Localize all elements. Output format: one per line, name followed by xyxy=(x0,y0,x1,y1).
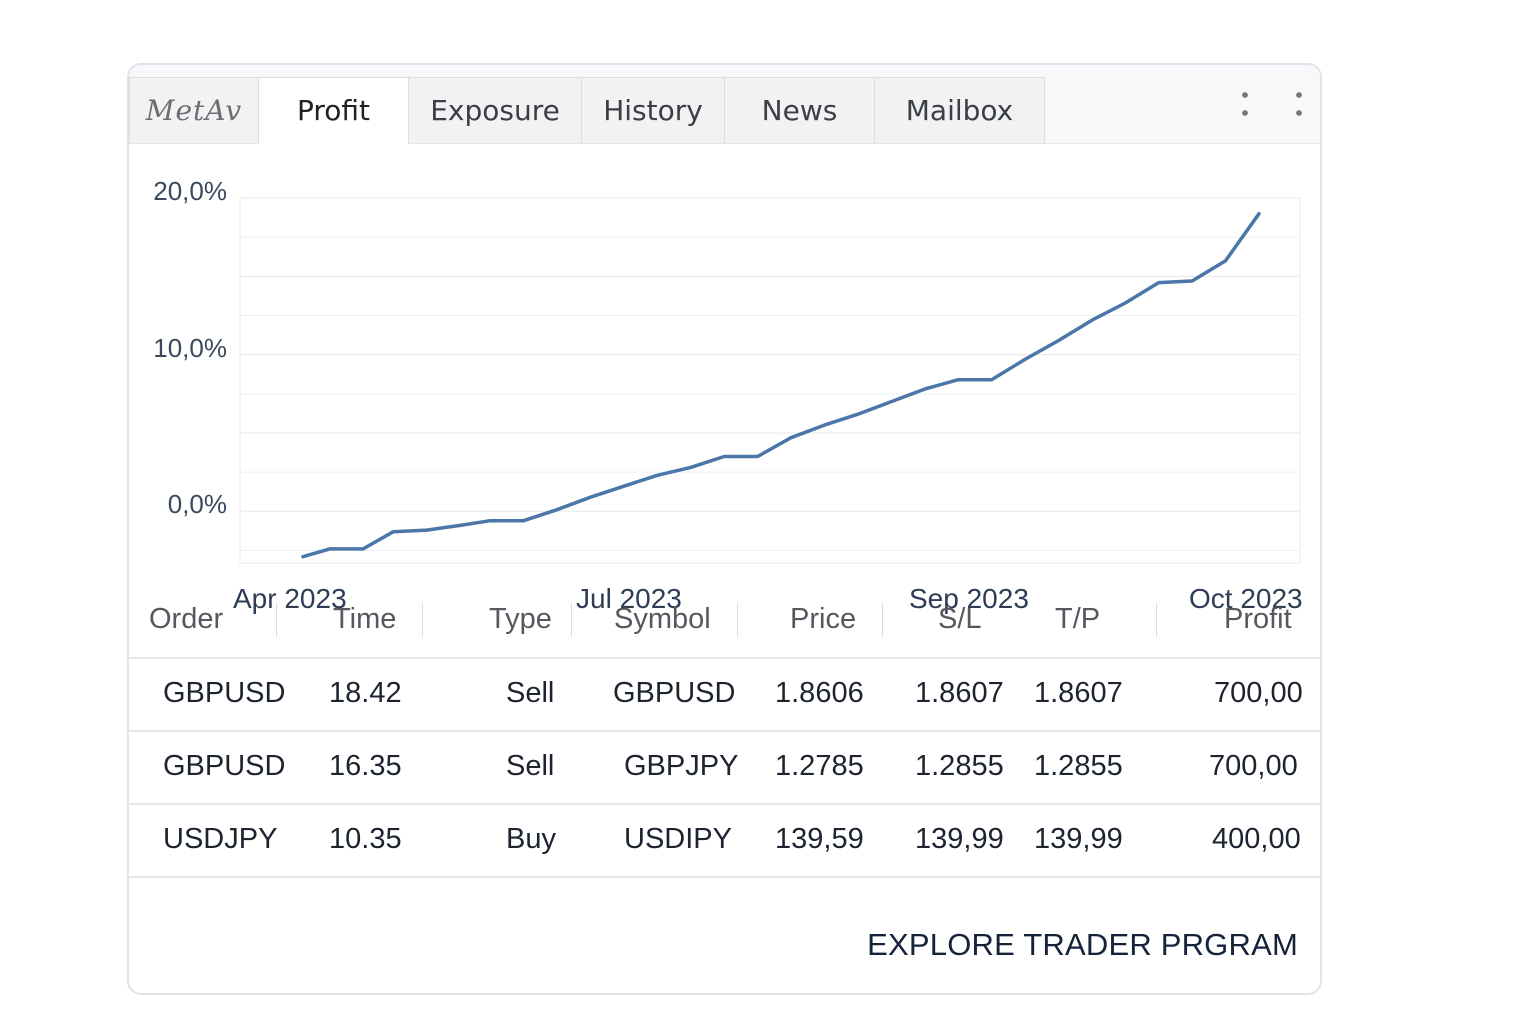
col-price[interactable]: Price xyxy=(790,603,857,635)
col-separator xyxy=(882,603,883,637)
more-options-icon[interactable] xyxy=(1242,89,1302,119)
col-sl[interactable]: S/L xyxy=(938,603,982,635)
tab-exposure[interactable]: Exposure xyxy=(409,77,582,143)
cell-price: 1.8606 xyxy=(775,677,864,709)
cell-symbol: USDIPY xyxy=(624,823,732,855)
cell-order: USDJPY xyxy=(163,823,278,855)
app-logo: MetAv xyxy=(129,77,259,143)
plot-frame xyxy=(239,197,1301,564)
col-tp[interactable]: T/P xyxy=(1055,603,1101,635)
x-tick-label: Jul 2023 xyxy=(576,583,682,614)
cell-tp: 1.8607 xyxy=(1034,677,1123,709)
cell-price: 139,59 xyxy=(775,823,864,855)
profit-chart-svg xyxy=(239,197,1301,564)
cell-symbol: GBPJPY xyxy=(624,750,739,782)
col-separator xyxy=(276,603,277,637)
profit-chart: 20,0% 10,0% 0,0% Apr 2023 Jul 2023 Sep 2… xyxy=(129,143,1320,643)
col-separator xyxy=(571,603,572,637)
x-tick-label: Apr 2023 xyxy=(233,583,347,614)
table-header: Order Time Type Symbol Price S/L T/P Pro… xyxy=(129,585,1320,659)
col-separator xyxy=(1156,603,1157,637)
profit-series-line xyxy=(301,211,1261,559)
tab-profit[interactable]: Profit xyxy=(259,77,409,144)
dots-left xyxy=(1242,92,1248,116)
tab-news[interactable]: News xyxy=(725,77,875,143)
cell-type: Buy xyxy=(506,823,556,855)
cell-type: Sell xyxy=(506,750,555,782)
cell-sl: 1.2855 xyxy=(915,750,1004,782)
cell-type: Sell xyxy=(506,677,555,709)
cell-profit: 400,00 xyxy=(1212,823,1301,855)
cell-symbol: GBPUSD xyxy=(613,677,736,709)
cell-time: 18.42 xyxy=(329,677,402,709)
tab-bar: MetAv Profit Exposure History News Mailb… xyxy=(129,65,1320,144)
orders-table: Order Time Type Symbol Price S/L T/P Pro… xyxy=(129,585,1320,878)
tab-mailbox[interactable]: Mailbox xyxy=(875,77,1045,143)
cell-profit: 700,00 xyxy=(1214,677,1303,709)
col-separator xyxy=(422,603,423,637)
table-row[interactable]: GBPUSD 16.35 Sell GBPJPY 1.2785 1.2855 1… xyxy=(129,732,1320,805)
y-tick-label: 10,0% xyxy=(153,332,227,363)
table-row[interactable]: GBPUSD 18.42 Sell GBPUSD 1.8606 1.8607 1… xyxy=(129,659,1320,732)
y-tick-label: 20,0% xyxy=(153,176,227,206)
cell-sl: 139,99 xyxy=(915,823,1004,855)
col-profit[interactable]: Profit xyxy=(1224,603,1292,635)
table-row[interactable]: USDJPY 10.35 Buy USDIPY 139,59 139,99 13… xyxy=(129,805,1320,878)
col-separator xyxy=(737,603,738,637)
col-time[interactable]: Time xyxy=(333,603,397,635)
tab-history[interactable]: History xyxy=(582,77,725,143)
col-type[interactable]: Type xyxy=(489,603,552,635)
cell-profit: 700,00 xyxy=(1209,750,1298,782)
cell-order: GBPUSD xyxy=(163,677,286,709)
cell-price: 1.2785 xyxy=(775,750,864,782)
cell-time: 16.35 xyxy=(329,750,402,782)
col-order[interactable]: Order xyxy=(149,603,224,635)
cell-tp: 139,99 xyxy=(1034,823,1123,855)
explore-trader-program-link[interactable]: EXPLORE TRADER PRGRAM xyxy=(867,927,1298,962)
cell-time: 10.35 xyxy=(329,823,402,855)
x-tick-label: Oct 2023 xyxy=(1189,583,1303,614)
cell-order: GBPUSD xyxy=(163,750,286,782)
trading-panel: MetAv Profit Exposure History News Mailb… xyxy=(127,63,1322,995)
x-tick-label: Sep 2023 xyxy=(909,583,1029,614)
dots-right xyxy=(1296,92,1302,116)
y-tick-label: 0,0% xyxy=(167,489,227,520)
col-symbol[interactable]: Symbol xyxy=(614,603,711,635)
cell-sl: 1.8607 xyxy=(915,677,1004,709)
cell-tp: 1.2855 xyxy=(1034,750,1123,782)
